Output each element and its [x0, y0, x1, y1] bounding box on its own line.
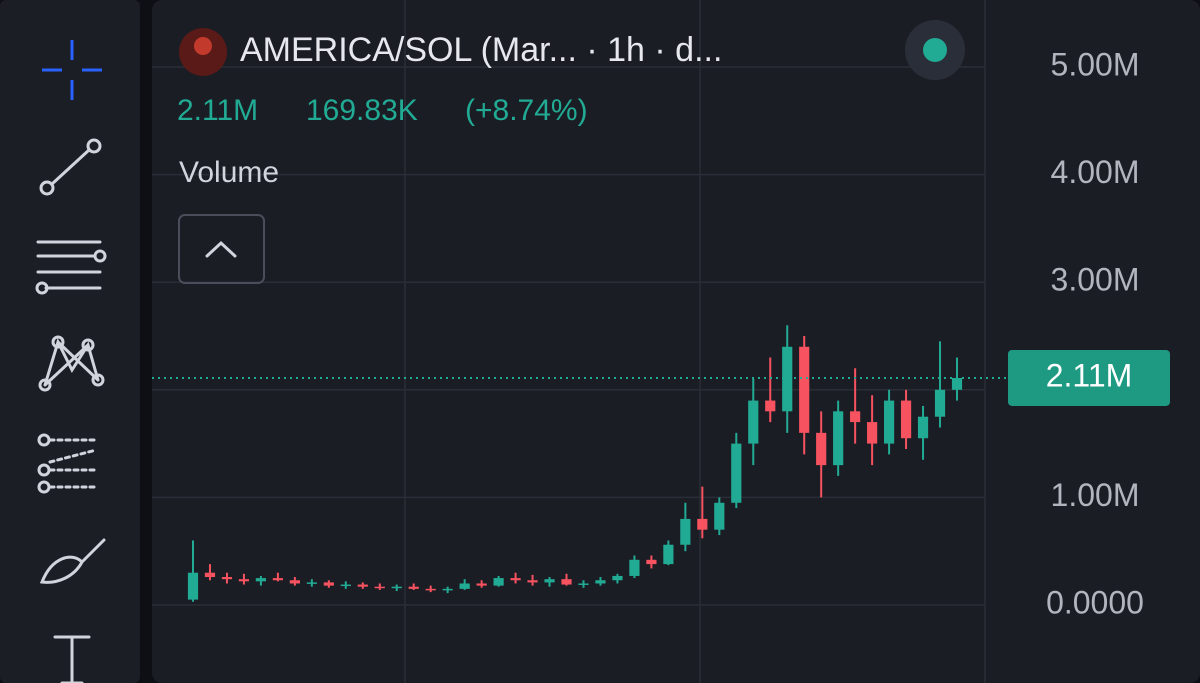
candle-body [204, 572, 216, 578]
plot [152, 66, 985, 606]
avatar-face [194, 37, 212, 55]
candle-body [255, 578, 267, 582]
candle-body [917, 416, 929, 439]
indicator-label: Volume [179, 156, 279, 189]
candle-body [561, 579, 572, 585]
last-price-badge [1008, 349, 1170, 406]
candle-body [391, 586, 402, 589]
candle-body [527, 580, 538, 583]
candle-body [833, 411, 844, 466]
candle-body [357, 584, 368, 587]
candle-body [697, 518, 708, 530]
vertical-grid [404, 0, 986, 683]
symbol-title: AMERICA/SOL (Mar... · 1h · d... [240, 31, 722, 69]
y-tick-label: 3.00M [1051, 262, 1140, 298]
candle-body [578, 583, 589, 585]
candle-body [934, 389, 946, 417]
toolbar [0, 0, 140, 683]
candle-body [340, 584, 351, 587]
candle-body [883, 400, 895, 444]
candle-body [816, 432, 827, 466]
candle-body [612, 575, 623, 581]
candle-body [306, 582, 317, 584]
candle-body [408, 586, 419, 589]
candle-body [663, 544, 674, 565]
candle-body [374, 586, 385, 589]
candle-body [442, 588, 453, 591]
forecast-tool[interactable] [37, 433, 100, 494]
brush-tool[interactable] [39, 538, 106, 584]
candle-body [476, 583, 487, 586]
trend-line-tool[interactable] [39, 138, 102, 196]
candle-body [646, 559, 657, 565]
chevron-up [205, 240, 237, 258]
y-tick-label: 5.00M [1051, 46, 1140, 82]
candle-body [731, 443, 742, 503]
y-tick-label: 1.00M [1051, 477, 1140, 513]
candle-body [187, 572, 199, 600]
candle-body [867, 422, 878, 444]
candle-body [425, 588, 436, 591]
pattern-tool[interactable] [38, 335, 105, 392]
candle-body [595, 580, 606, 584]
price-change-pct: (+8.74%) [465, 94, 588, 127]
price-change: 169.83K [306, 94, 418, 127]
candle-body [714, 502, 725, 530]
candle-body [544, 579, 555, 583]
y-tick-label: 4.00M [1051, 154, 1140, 190]
candle-body [459, 583, 470, 589]
collapse-button[interactable] [178, 214, 265, 284]
candle-body [289, 580, 300, 584]
candle-body [510, 578, 521, 581]
candle-body [951, 377, 963, 390]
candle-body [221, 577, 233, 580]
candle-body [782, 346, 793, 412]
status-dot [923, 38, 947, 62]
last-price-label: 2.11M [1046, 357, 1133, 393]
candle-body [748, 400, 759, 444]
candle-body [238, 579, 250, 582]
fib-tool[interactable] [35, 240, 107, 295]
candle-body [493, 578, 504, 586]
y-tick-label: 0.0000 [1046, 584, 1144, 620]
last-price: 2.11M [177, 94, 258, 127]
candle-body [850, 411, 861, 423]
candle-body [900, 400, 912, 439]
candle-body [799, 346, 810, 433]
candle-body [629, 559, 640, 576]
text-tool[interactable] [53, 635, 91, 683]
candle-body [323, 582, 334, 586]
candle-body [272, 578, 283, 581]
candle-body [680, 518, 691, 545]
chart-panel [152, 0, 1200, 683]
crosshair-tool[interactable] [42, 40, 102, 100]
candle-body [765, 400, 776, 412]
